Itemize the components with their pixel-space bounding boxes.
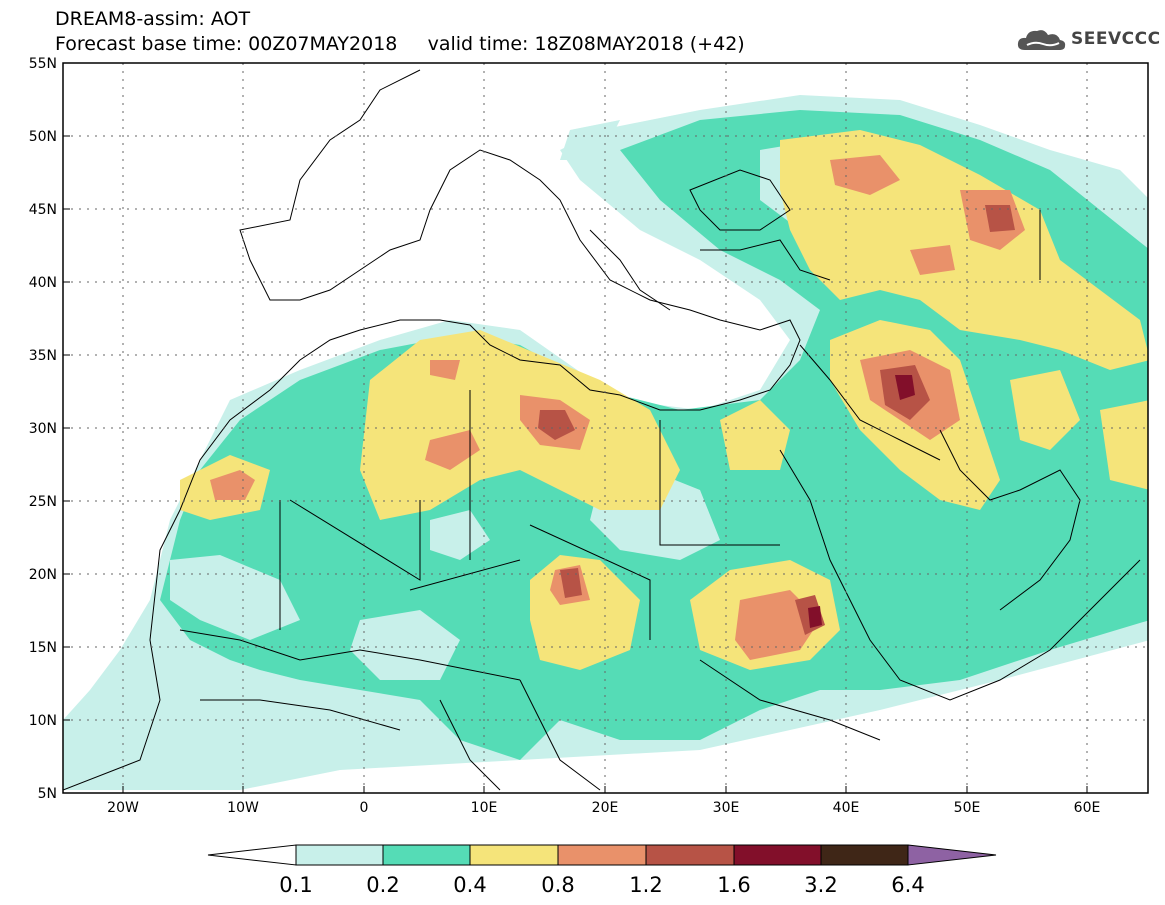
colorbar-label-1.2: 1.2 [629,873,663,897]
colorbar-segment-5 [645,844,735,866]
forecast-time-subtitle: Forecast base time: 00Z07MAY2018 valid t… [55,33,745,55]
lon-label-60e: 60E [1074,800,1101,816]
lat-label-55n: 55N [29,56,57,72]
coastlines [63,69,1141,791]
lon-label-40e: 40E [833,800,860,816]
lat-label-25n: 25N [29,494,57,510]
graticule [63,63,1148,793]
lat-label-15n: 15N [29,640,57,656]
colorbar-label-0.2: 0.2 [366,873,400,897]
lon-labels: 20W 10W 0 10E 20E 30E 40E 50E 60E [107,800,1100,816]
colorbar-segment-6 [733,844,822,866]
colorbar-label-6.4: 6.4 [891,873,925,897]
lon-label-20e: 20E [592,800,619,816]
lat-labels: 55N 50N 45N 40N 35N 30N 25N 20N 15N 10N … [29,56,57,802]
colorbar-label-0.4: 0.4 [453,873,487,897]
lat-label-40n: 40N [29,275,57,291]
colorbar [207,844,997,866]
cloud-icon [1017,30,1066,50]
lat-label-20n: 20N [29,567,57,583]
lon-label-30e: 30E [713,800,740,816]
lat-label-45n: 45N [29,202,57,218]
aot-fields [63,95,1148,790]
colorbar-label-0.8: 0.8 [541,873,575,897]
seevccc-logo: SEEVCCC [1015,24,1161,54]
colorbar-segment-8 [907,844,997,866]
colorbar-segment-7 [820,844,909,866]
lon-label-20w: 20W [107,800,139,816]
lon-label-10e: 10E [471,800,498,816]
lat-label-50n: 50N [29,129,57,145]
colorbar-segment-4 [557,844,647,866]
colorbar-label-1.6: 1.6 [717,873,751,897]
lon-label-50e: 50E [954,800,981,816]
lat-label-35n: 35N [29,348,57,364]
tick-marks [63,62,1088,794]
map-title: DREAM8-assim: AOT [55,8,251,30]
aot-level-1.6 [808,375,915,628]
colorbar-segment-1 [295,844,384,866]
colorbar-segment-3 [469,844,559,866]
colorbar-label-0.1: 0.1 [279,873,313,897]
lat-label-30n: 30N [29,421,57,437]
lat-label-10n: 10N [29,713,57,729]
lon-label-0: 0 [360,800,369,816]
colorbar-segment-0 [207,844,297,866]
colorbar-segment-2 [382,844,471,866]
lon-label-10w: 10W [227,800,259,816]
colorbar-label-3.2: 3.2 [804,873,838,897]
lat-label-5n: 5N [38,786,57,802]
logo-text: SEEVCCC [1071,29,1161,49]
